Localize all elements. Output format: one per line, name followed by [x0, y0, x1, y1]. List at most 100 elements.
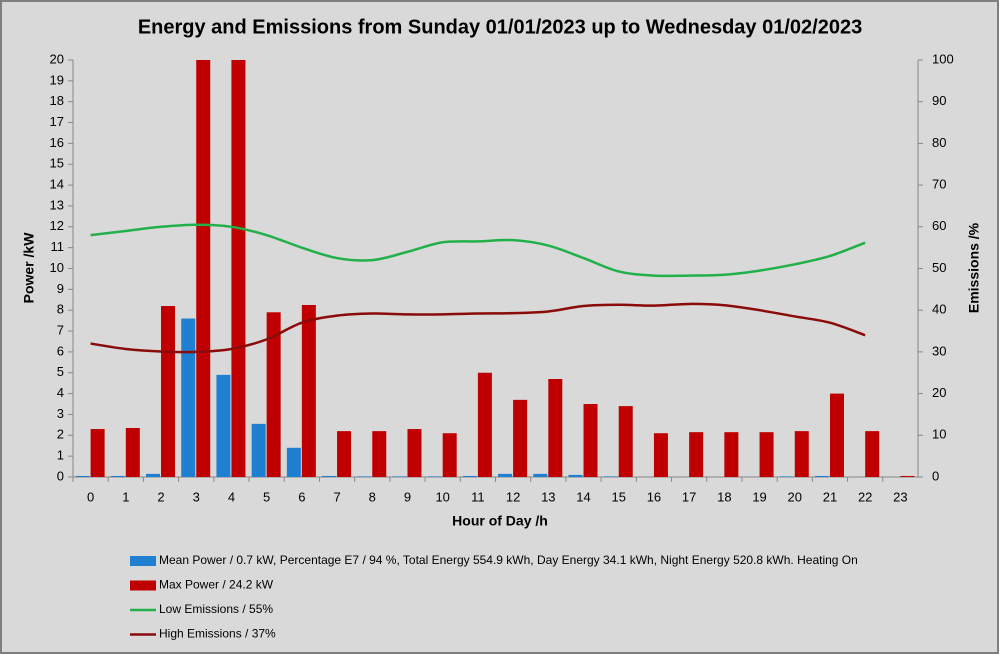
y2-axis-title: Emissions /%: [966, 222, 982, 313]
bar: [724, 432, 739, 477]
x-tick-label: 3: [193, 489, 200, 504]
y2-tick-label: 80: [932, 135, 946, 150]
y-tick-label: 4: [57, 385, 64, 400]
legend-swatch: [130, 556, 156, 566]
x-tick-label: 1: [122, 489, 129, 504]
y2-tick-label: 40: [932, 302, 946, 317]
bar: [618, 406, 633, 477]
y-tick-label: 6: [57, 343, 64, 358]
bar: [251, 423, 266, 477]
line-series: [90, 302, 866, 354]
bar: [407, 429, 422, 477]
bar: [548, 379, 563, 477]
x-tick-label: 22: [858, 489, 872, 504]
y-axis-title: Power /kW: [21, 232, 37, 304]
bar: [513, 399, 528, 477]
y-tick-label: 17: [50, 114, 64, 129]
bar: [900, 475, 915, 477]
bar: [814, 475, 829, 477]
bar: [533, 473, 548, 477]
y-tick-label: 10: [50, 260, 64, 275]
y-tick-label: 13: [50, 197, 64, 212]
bar: [372, 431, 387, 477]
y-tick-label: 16: [50, 135, 64, 150]
bar: [865, 431, 880, 477]
x-tick-label: 0: [87, 489, 94, 504]
x-tick-label: 17: [682, 489, 696, 504]
bar: [427, 476, 442, 477]
legend-swatch: [130, 580, 156, 591]
y-tick-label: 8: [57, 302, 64, 317]
legend-label: Max Power / 24.2 kW: [159, 578, 274, 592]
bar: [337, 431, 352, 477]
bar: [653, 433, 668, 477]
x-tick-label: 18: [717, 489, 731, 504]
bar: [301, 304, 316, 477]
x-axis-title: Hour of Day /h: [452, 513, 548, 529]
bar: [442, 433, 457, 477]
bar: [196, 60, 211, 477]
y-tick-label: 2: [57, 427, 64, 442]
bar: [477, 372, 492, 477]
x-tick-label: 6: [298, 489, 305, 504]
bar: [231, 60, 246, 477]
bar: [161, 306, 176, 477]
bar: [357, 476, 372, 477]
x-tick-label: 14: [576, 489, 590, 504]
legend-label: Mean Power / 0.7 kW, Percentage E7 / 94 …: [159, 553, 858, 567]
x-tick-label: 12: [506, 489, 520, 504]
y-tick-label: 18: [50, 93, 64, 108]
y-tick-label: 0: [57, 468, 64, 483]
x-tick-label: 16: [647, 489, 661, 504]
y-tick-label: 12: [50, 218, 64, 233]
y2-tick-label: 60: [932, 218, 946, 233]
y-tick-label: 3: [57, 406, 64, 421]
x-tick-label: 2: [157, 489, 164, 504]
y2-tick-label: 10: [932, 427, 946, 442]
y2-tick-label: 0: [932, 468, 939, 483]
x-tick-label: 8: [369, 489, 376, 504]
x-tick-label: 7: [333, 489, 340, 504]
bar: [216, 374, 231, 477]
bar: [286, 447, 301, 477]
y2-tick-label: 50: [932, 260, 946, 275]
bar: [779, 476, 794, 477]
x-tick-label: 4: [228, 489, 235, 504]
bar: [266, 312, 281, 477]
bar: [322, 475, 337, 477]
y2-tick-label: 70: [932, 177, 946, 192]
bar: [125, 428, 140, 477]
y-tick-label: 20: [50, 51, 64, 66]
legend-label: High Emissions / 37%: [159, 627, 276, 641]
bar: [181, 318, 196, 477]
bar: [829, 393, 844, 477]
y-tick-label: 5: [57, 364, 64, 379]
x-tick-label: 9: [404, 489, 411, 504]
bar: [603, 476, 618, 477]
bar: [110, 475, 125, 477]
x-tick-label: 21: [823, 489, 837, 504]
bar: [90, 429, 105, 477]
bar: [462, 475, 477, 477]
bar: [498, 473, 513, 477]
bar: [689, 432, 704, 477]
chart-title: Energy and Emissions from Sunday 01/01/2…: [138, 16, 862, 38]
y2-tick-label: 30: [932, 343, 946, 358]
y2-tick-label: 20: [932, 385, 946, 400]
bar: [392, 476, 407, 477]
y-tick-label: 14: [50, 177, 64, 192]
bar: [794, 431, 809, 477]
y2-tick-label: 90: [932, 93, 946, 108]
x-tick-label: 13: [541, 489, 555, 504]
y-tick-label: 15: [50, 156, 64, 171]
x-tick-label: 19: [752, 489, 766, 504]
bar: [759, 432, 774, 477]
bar: [75, 475, 90, 477]
y-tick-label: 7: [57, 322, 64, 337]
y-tick-label: 9: [57, 281, 64, 296]
line-series: [90, 223, 866, 278]
x-tick-label: 5: [263, 489, 270, 504]
bar: [568, 474, 583, 477]
y-tick-label: 11: [51, 239, 65, 254]
